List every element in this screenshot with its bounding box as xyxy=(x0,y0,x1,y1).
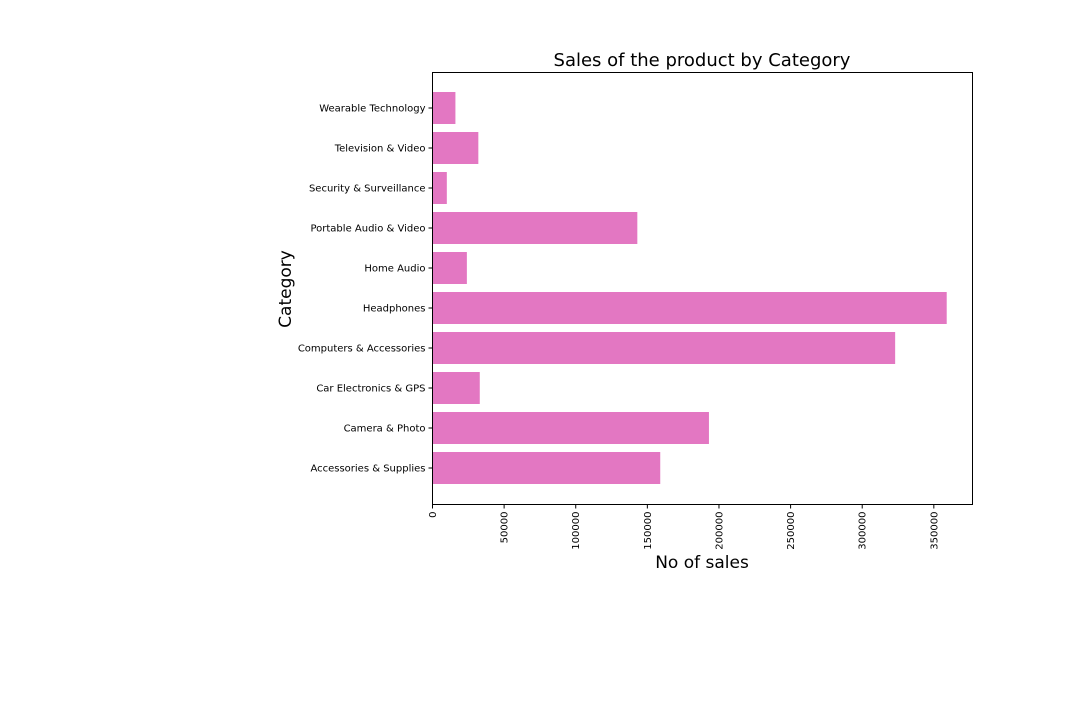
y-tick-label: Car Electronics & GPS xyxy=(316,384,425,395)
x-tick-label: 300000 xyxy=(858,512,869,550)
x-tick-label: 150000 xyxy=(643,512,654,550)
y-tick-label: Wearable Technology xyxy=(319,104,425,115)
bar-television-video xyxy=(432,132,479,164)
x-axis-label: No of sales xyxy=(655,553,749,573)
x-tick-label: 0 xyxy=(428,512,439,518)
bar-portable-audio-video xyxy=(432,212,638,244)
bar-car-electronics-gps xyxy=(432,372,480,404)
bar-headphones xyxy=(432,292,947,324)
x-tick-label: 100000 xyxy=(571,512,582,550)
y-tick-label: Security & Surveillance xyxy=(309,184,426,195)
y-ticks-group: Accessories & Supplies Camera & Photo Car … xyxy=(298,104,433,475)
y-tick-label: Home Audio xyxy=(364,264,425,275)
y-tick-label: Computers & Accessories xyxy=(298,344,426,355)
y-tick-label: Accessories & Supplies xyxy=(310,464,425,475)
y-tick-label: Headphones xyxy=(363,304,426,315)
bars-group xyxy=(432,92,947,484)
bar-security-surveillance xyxy=(432,172,447,204)
y-tick-label: Television & Video xyxy=(334,144,426,155)
y-tick-label: Camera & Photo xyxy=(344,424,426,435)
x-ticks-group: 0 50000 100000 150000 200000 250000 300000 3500… xyxy=(428,504,940,550)
x-tick-label: 50000 xyxy=(500,512,511,544)
x-tick-label: 350000 xyxy=(929,512,940,550)
bar-accessories-supplies xyxy=(432,452,661,484)
x-tick-label: 250000 xyxy=(786,512,797,550)
y-axis-label: Category xyxy=(276,250,296,328)
y-tick-label: Portable Audio & Video xyxy=(310,224,425,235)
bar-wearable-technology xyxy=(432,92,456,124)
bar-computers-accessories xyxy=(432,332,896,364)
plot-frame xyxy=(432,72,973,505)
bar-home-audio xyxy=(432,252,467,284)
chart-title: Sales of the product by Category xyxy=(554,50,851,71)
bar-camera-photo xyxy=(432,412,709,444)
x-tick-label: 200000 xyxy=(714,512,725,550)
